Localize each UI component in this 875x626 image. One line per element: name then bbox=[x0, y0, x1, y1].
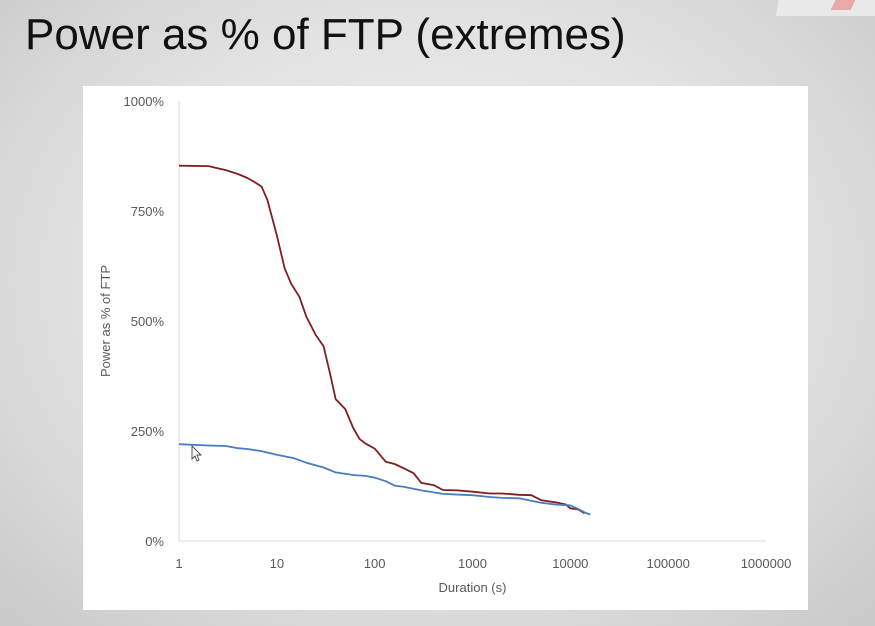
x-tick-label: 1000 bbox=[458, 556, 487, 571]
mouse-cursor-icon bbox=[191, 444, 203, 462]
chart-panel: 0% 250% 500% 750% 1000% 1 10 100 1000 10000 10000… bbox=[83, 86, 808, 610]
chart-axes bbox=[178, 101, 766, 542]
x-axis-title: Duration (s) bbox=[439, 580, 507, 595]
series-line-min bbox=[178, 443, 591, 516]
chart-svg: 0% 250% 500% 750% 1000% 1 10 100 1000 10000 10000… bbox=[98, 94, 791, 595]
y-axis-title: Power as % of FTP bbox=[98, 265, 113, 377]
y-tick-label: 750% bbox=[131, 204, 165, 219]
cursor-arrow-icon bbox=[191, 444, 203, 462]
y-tick-labels: 0% 250% 500% 750% 1000% bbox=[124, 94, 165, 549]
corner-accent-red bbox=[830, 0, 856, 10]
y-tick-label: 500% bbox=[131, 314, 165, 329]
x-tick-label: 100000 bbox=[646, 556, 689, 571]
series-lines bbox=[178, 164, 591, 516]
x-tick-label: 10 bbox=[270, 556, 284, 571]
corner-accent bbox=[765, 0, 875, 16]
y-tick-label: 0% bbox=[145, 534, 164, 549]
x-tick-label: 10000 bbox=[552, 556, 588, 571]
y-tick-label: 1000% bbox=[124, 94, 165, 109]
y-tick-label: 250% bbox=[131, 424, 165, 439]
slide-title: Power as % of FTP (extremes) bbox=[25, 10, 626, 59]
x-tick-labels: 1 10 100 1000 10000 100000 1000000 bbox=[175, 556, 791, 571]
x-tick-label: 1000000 bbox=[741, 556, 792, 571]
x-tick-label: 100 bbox=[364, 556, 386, 571]
x-tick-label: 1 bbox=[175, 556, 182, 571]
series-line-max bbox=[178, 164, 586, 515]
